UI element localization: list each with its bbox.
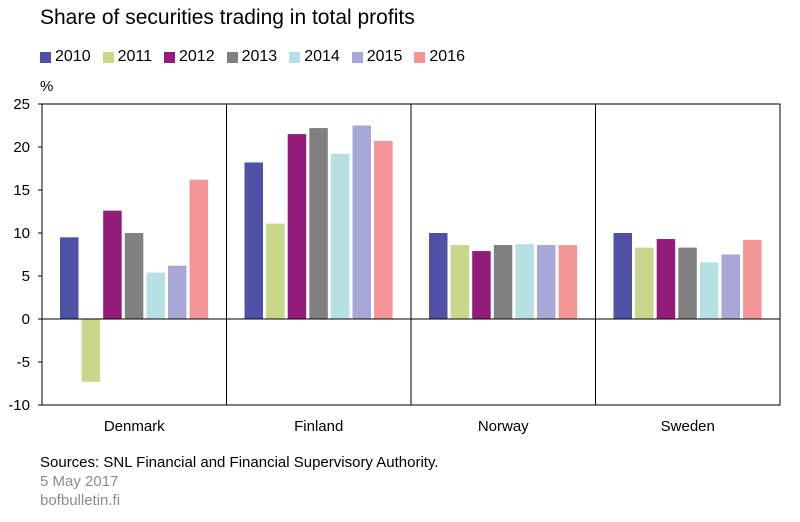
bar-sweden-2014 [699, 262, 719, 319]
bar-sweden-2010 [613, 233, 632, 319]
y-tick-label: 25 [13, 96, 30, 113]
chart-title: Share of securities trading in total pro… [40, 6, 415, 29]
legend-item-2012: 2012 [164, 48, 215, 66]
bar-finland-2013 [309, 128, 328, 319]
legend-swatch [351, 51, 363, 63]
y-tick-label: 20 [13, 139, 30, 156]
bar-norway-2014 [515, 244, 534, 319]
plot-frame [41, 103, 781, 406]
bar-finland-2014 [330, 153, 350, 319]
y-tick-label: -5 [17, 354, 30, 371]
bar-finland-2015 [352, 125, 371, 319]
legend-swatch [40, 51, 51, 63]
legend-swatch [102, 51, 114, 63]
legend-item-2014: 2014 [289, 48, 340, 66]
legend-label: 2016 [429, 48, 465, 65]
legend-item-2013: 2013 [226, 48, 278, 66]
bar-sweden-2011 [635, 247, 654, 319]
legend-item-2010: 2010 [40, 48, 91, 66]
legend-label: 2015 [366, 48, 403, 65]
bar-denmark-2016 [189, 179, 209, 319]
bar-norway-2013 [493, 245, 513, 319]
x-category-label: Norway [478, 418, 529, 435]
bar-sweden-2012 [656, 239, 676, 319]
bar-sweden-2016 [743, 239, 762, 319]
sources-note: Sources: SNL Financial and Financial Sup… [40, 454, 439, 471]
legend: 2010 2011 2012 2013 2014 2015 2016 [40, 46, 477, 68]
bar-denmark-2010 [60, 237, 79, 319]
x-category-label: Finland [294, 418, 343, 435]
bar-finland-2011 [266, 223, 285, 319]
bar-denmark-2013 [124, 233, 144, 319]
legend-swatch [289, 51, 301, 63]
y-tick-label: -10 [8, 397, 30, 414]
bar-norway-2012 [472, 251, 491, 319]
y-tick-label: 15 [13, 182, 30, 199]
bar-denmark-2011 [81, 319, 101, 382]
legend-label: 2012 [179, 48, 215, 65]
legend-item-2011: 2011 [102, 48, 152, 66]
site-name: bofbulletin.fi [40, 492, 121, 509]
bar-norway-2010 [429, 233, 448, 319]
bar-denmark-2012 [103, 210, 122, 319]
legend-label: 2011 [117, 48, 152, 65]
legend-label: 2010 [55, 48, 91, 65]
bar-chart: 25 20 15 10 5 0 -5 -10 Denmark Finland Norway Swede… [8, 96, 781, 435]
bar-finland-2016 [374, 140, 393, 319]
legend-swatch [164, 51, 175, 63]
y-tick-label: 10 [13, 225, 30, 242]
bar-denmark-2015 [168, 265, 187, 319]
publication-date: 5 May 2017 [40, 473, 119, 490]
bar-norway-2016 [558, 245, 578, 319]
bar-sweden-2013 [678, 247, 697, 319]
legend-item-2016: 2016 [414, 48, 465, 66]
legend-label: 2013 [241, 48, 278, 65]
y-tick-label: 5 [22, 268, 30, 285]
bar-norway-2015 [537, 245, 556, 319]
bar-norway-2011 [450, 245, 470, 319]
bar-denmark-2014 [146, 272, 165, 319]
legend-label: 2014 [304, 48, 340, 65]
legend-item-2015: 2015 [351, 48, 403, 66]
bar-finland-2012 [287, 134, 307, 319]
legend-swatch [414, 51, 426, 63]
bar-sweden-2015 [721, 254, 740, 319]
y-tick-label: 0 [22, 311, 30, 328]
x-category-label: Sweden [661, 418, 715, 435]
legend-swatch [226, 51, 238, 63]
x-category-label: Denmark [104, 418, 165, 435]
bar-finland-2010 [244, 162, 263, 319]
y-unit-label: % [40, 78, 54, 95]
